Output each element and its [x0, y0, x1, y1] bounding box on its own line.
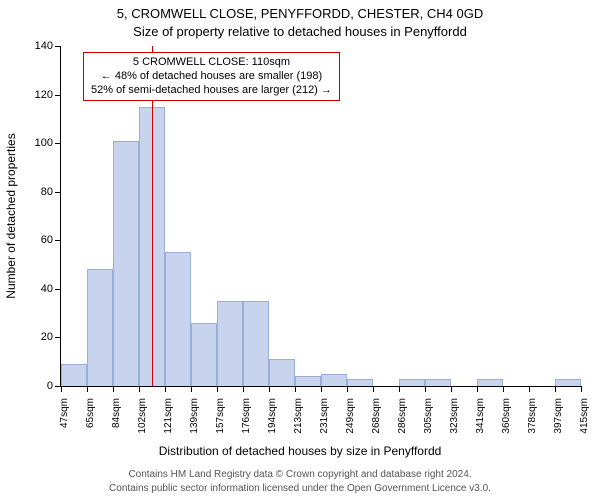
x-tick: [269, 386, 270, 392]
histogram-bar: [477, 379, 503, 386]
y-tick: [55, 46, 61, 47]
chart-title-main: 5, CROMWELL CLOSE, PENYFFORDD, CHESTER, …: [0, 6, 600, 21]
histogram-bar: [295, 376, 321, 386]
annotation-line-1: 5 CROMWELL CLOSE: 110sqm: [91, 56, 332, 70]
y-tick: [55, 95, 61, 96]
x-tick: [477, 386, 478, 392]
histogram-bar: [425, 379, 451, 386]
x-tick: [373, 386, 374, 392]
x-axis-title: Distribution of detached houses by size …: [0, 444, 600, 458]
y-tick: [55, 192, 61, 193]
x-tick: [399, 386, 400, 392]
histogram-bar: [87, 269, 113, 386]
histogram-bar: [217, 301, 243, 386]
y-tick-label: 40: [13, 283, 53, 295]
histogram-bar: [555, 379, 581, 386]
x-tick: [347, 386, 348, 392]
annotation-line-2: ← 48% of detached houses are smaller (19…: [91, 70, 332, 84]
x-tick: [295, 386, 296, 392]
y-tick-label: 140: [13, 40, 53, 52]
y-tick: [55, 240, 61, 241]
x-tick: [503, 386, 504, 392]
annotation-box: 5 CROMWELL CLOSE: 110sqm← 48% of detache…: [83, 52, 340, 101]
histogram-bar: [321, 374, 347, 386]
x-tick: [87, 386, 88, 392]
histogram-bar: [243, 301, 269, 386]
x-tick: [243, 386, 244, 392]
x-tick: [165, 386, 166, 392]
annotation-line-3: 52% of semi-detached houses are larger (…: [91, 84, 332, 98]
x-tick: [61, 386, 62, 392]
y-tick-label: 20: [13, 331, 53, 343]
histogram-bar: [113, 141, 139, 386]
x-tick: [217, 386, 218, 392]
chart-container: 5, CROMWELL CLOSE, PENYFFORDD, CHESTER, …: [0, 0, 600, 500]
x-tick: [321, 386, 322, 392]
y-tick-label: 0: [13, 380, 53, 392]
footer-copyright-1: Contains HM Land Registry data © Crown c…: [0, 469, 600, 480]
x-tick: [113, 386, 114, 392]
x-tick: [191, 386, 192, 392]
y-tick-label: 80: [13, 186, 53, 198]
histogram-bar: [191, 323, 217, 386]
histogram-bar: [399, 379, 425, 386]
x-tick: [555, 386, 556, 392]
histogram-bar: [61, 364, 87, 386]
histogram-bar: [347, 379, 373, 386]
footer-copyright-2: Contains public sector information licen…: [0, 483, 600, 494]
x-tick: [451, 386, 452, 392]
y-tick-label: 120: [13, 89, 53, 101]
plot-area: 02040608010012014047sqm65sqm84sqm102sqm1…: [60, 46, 581, 387]
x-tick: [425, 386, 426, 392]
histogram-bar: [165, 252, 191, 386]
y-tick-label: 60: [13, 234, 53, 246]
x-tick: [139, 386, 140, 392]
y-tick: [55, 289, 61, 290]
x-tick: [529, 386, 530, 392]
histogram-bar: [269, 359, 295, 386]
y-tick-label: 100: [13, 137, 53, 149]
x-tick: [581, 386, 582, 392]
y-tick: [55, 337, 61, 338]
y-tick: [55, 143, 61, 144]
chart-title-sub: Size of property relative to detached ho…: [0, 24, 600, 39]
